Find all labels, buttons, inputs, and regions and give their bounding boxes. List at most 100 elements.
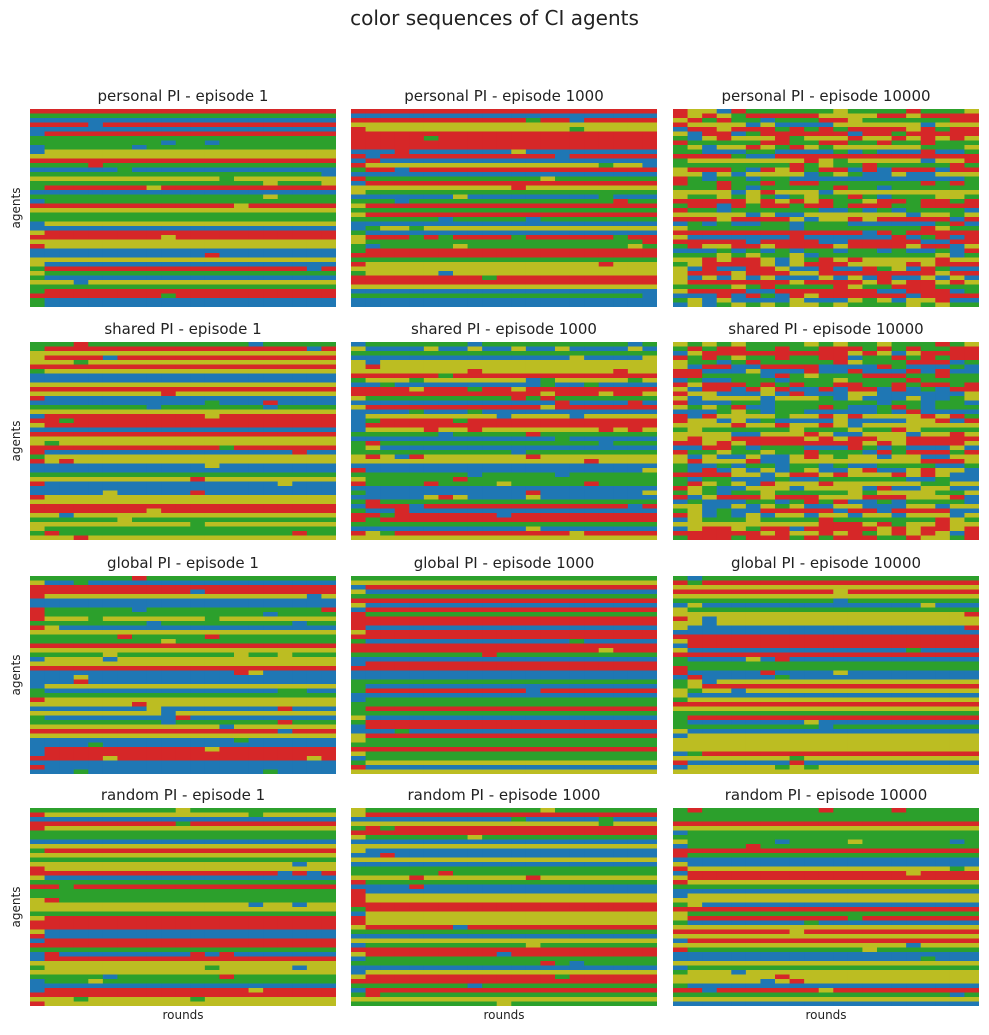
heatmap-cell (555, 235, 571, 241)
heatmap-cell (847, 235, 864, 241)
heatmap-cell (351, 172, 367, 178)
heatmap-cell (949, 378, 966, 384)
heatmap-cell (673, 109, 689, 115)
heatmap-cell (263, 163, 279, 169)
heatmap-cell (598, 495, 614, 501)
heatmap-cell (627, 400, 644, 406)
heatmap-cell (263, 262, 279, 268)
heatmap-cell (642, 262, 657, 268)
heatmap-cell (365, 504, 381, 510)
heatmap-cell (935, 176, 951, 182)
heatmap-cell (891, 346, 907, 352)
heatmap-cell (877, 342, 893, 348)
heatmap-cell (394, 454, 410, 460)
heatmap-cell (117, 212, 133, 218)
heatmap-cell (467, 490, 483, 496)
heatmap-cell (540, 427, 556, 433)
heatmap-cell (73, 257, 89, 263)
heatmap-cell (73, 522, 89, 528)
heatmap-cell (117, 257, 133, 263)
heatmap-cell (555, 199, 571, 205)
heatmap-cell (146, 113, 162, 119)
heatmap-cell (906, 391, 922, 397)
heatmap-cell (409, 355, 425, 361)
heatmap-cell (716, 342, 732, 348)
heatmap-cell (555, 172, 571, 178)
heatmap-cell (642, 235, 657, 241)
heatmap-cell (687, 262, 703, 268)
heatmap-cell (775, 199, 791, 205)
heatmap-cell (804, 145, 820, 151)
heatmap-cell (760, 275, 776, 281)
heatmap-cell (613, 346, 629, 352)
heatmap-cell (760, 346, 776, 352)
heatmap-cell (716, 203, 732, 209)
heatmap-cell (847, 131, 864, 137)
heatmap-cell (555, 432, 571, 438)
heatmap-cell (409, 118, 425, 124)
heatmap-cell (584, 373, 600, 379)
heatmap-cell (306, 158, 323, 164)
heatmap-cell (964, 373, 979, 379)
heatmap-cell (394, 271, 410, 277)
heatmap-cell (248, 266, 264, 272)
heatmap-cell (263, 450, 279, 456)
heatmap-cell (789, 163, 805, 169)
heatmap-cell (467, 463, 483, 469)
heatmap-cell (775, 289, 791, 295)
heatmap-cell (496, 414, 512, 420)
heatmap-cell (380, 391, 396, 397)
heatmap-cell (525, 271, 542, 277)
heatmap-cell (380, 387, 396, 393)
heatmap-cell (906, 230, 922, 236)
heatmap-cell (292, 298, 308, 304)
heatmap-cell (673, 244, 689, 250)
heatmap-cell (175, 522, 191, 528)
heatmap-cell (146, 230, 162, 236)
heatmap-cell (380, 199, 396, 205)
heatmap-cell (351, 355, 367, 361)
heatmap-cell (30, 463, 46, 469)
heatmap-cell (862, 257, 878, 263)
heatmap-cell (818, 194, 834, 200)
heatmap-cell (30, 346, 46, 352)
heatmap-cell (423, 468, 440, 474)
heatmap-cell (627, 208, 644, 214)
heatmap-cell (613, 122, 629, 128)
heatmap-cell (862, 172, 878, 178)
heatmap-cell (511, 217, 527, 223)
heatmap-cell (321, 217, 336, 223)
heatmap-cell (673, 351, 689, 357)
heatmap-cell (438, 271, 454, 277)
heatmap-cell (117, 463, 133, 469)
heatmap-cell (964, 221, 979, 227)
heatmap-cell (306, 454, 323, 460)
heatmap-cell (409, 289, 425, 295)
heatmap-cell (409, 432, 425, 438)
heatmap-cell (525, 226, 542, 232)
heatmap-cell (88, 145, 104, 151)
heatmap-cell (365, 239, 381, 245)
heatmap-cell (906, 190, 922, 196)
heatmap-panel (673, 342, 979, 540)
heatmap-cell (496, 495, 512, 501)
heatmap-cell (132, 481, 148, 487)
heatmap-cell (964, 253, 979, 259)
heatmap-cell (598, 280, 614, 286)
heatmap-cell (569, 364, 585, 370)
heatmap-cell (496, 113, 512, 119)
heatmap-cell (847, 346, 864, 352)
heatmap-cell (73, 140, 89, 146)
heatmap-cell (234, 212, 250, 218)
heatmap-cell (891, 203, 907, 209)
heatmap-cell (44, 131, 60, 137)
heatmap-cell (88, 423, 104, 429)
heatmap-cell (102, 535, 119, 540)
heatmap-cell (234, 346, 250, 352)
heatmap-cell (877, 140, 893, 146)
heatmap-cell (949, 253, 966, 259)
heatmap-cell (73, 495, 89, 501)
heatmap-cell (175, 176, 191, 182)
heatmap-cell (496, 262, 512, 268)
heatmap-cell (935, 266, 951, 272)
